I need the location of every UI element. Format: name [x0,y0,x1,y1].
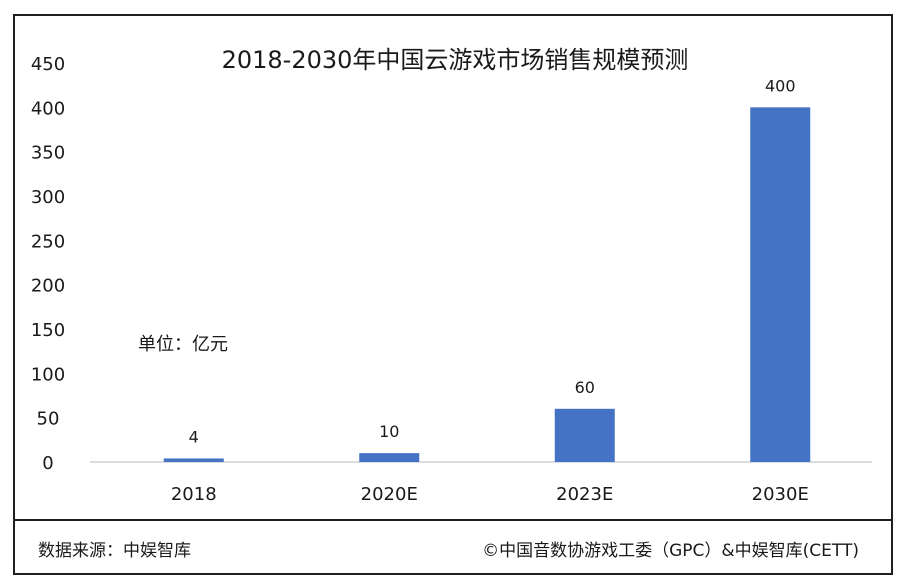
y-tick-label: 300 [31,187,65,208]
bar [359,453,420,462]
chart-frame [13,14,893,575]
y-axis: 0 50 100 150 200 250 300 350 400 450 [31,54,65,474]
chart-title: 2018-2030年中国云游戏市场销售规模预测 [222,46,689,74]
source-text: 数据来源：中娱智库 [38,541,191,561]
bars [163,107,811,462]
data-label: 60 [575,378,595,397]
data-label: 10 [379,422,399,441]
y-tick-label: 0 [42,453,53,474]
data-label: 4 [189,427,199,446]
unit-label: 单位：亿元 [138,334,228,355]
data-label: 400 [765,76,796,95]
y-tick-label: 350 [31,143,65,164]
footer-divider [13,519,893,521]
bar [554,408,615,462]
y-tick-label: 100 [31,364,65,385]
x-tick-label: 2023E [556,484,613,505]
y-tick-label: 50 [37,409,60,430]
y-tick-label: 400 [31,98,65,119]
y-tick-label: 450 [31,54,65,75]
y-tick-label: 150 [31,320,65,341]
bar [163,458,224,462]
x-tick-label: 2020E [361,484,418,505]
x-axis: 2018 2020E 2023E 2030E [171,484,809,505]
x-tick-label: 2030E [752,484,809,505]
data-labels: 4 10 60 400 [189,76,796,446]
bar [750,107,811,462]
y-tick-label: 250 [31,231,65,252]
x-tick-label: 2018 [171,484,217,505]
copyright-text: ©中国音数协游戏工委（GPC）&中娱智库(CETT) [482,541,859,561]
y-tick-label: 200 [31,276,65,297]
